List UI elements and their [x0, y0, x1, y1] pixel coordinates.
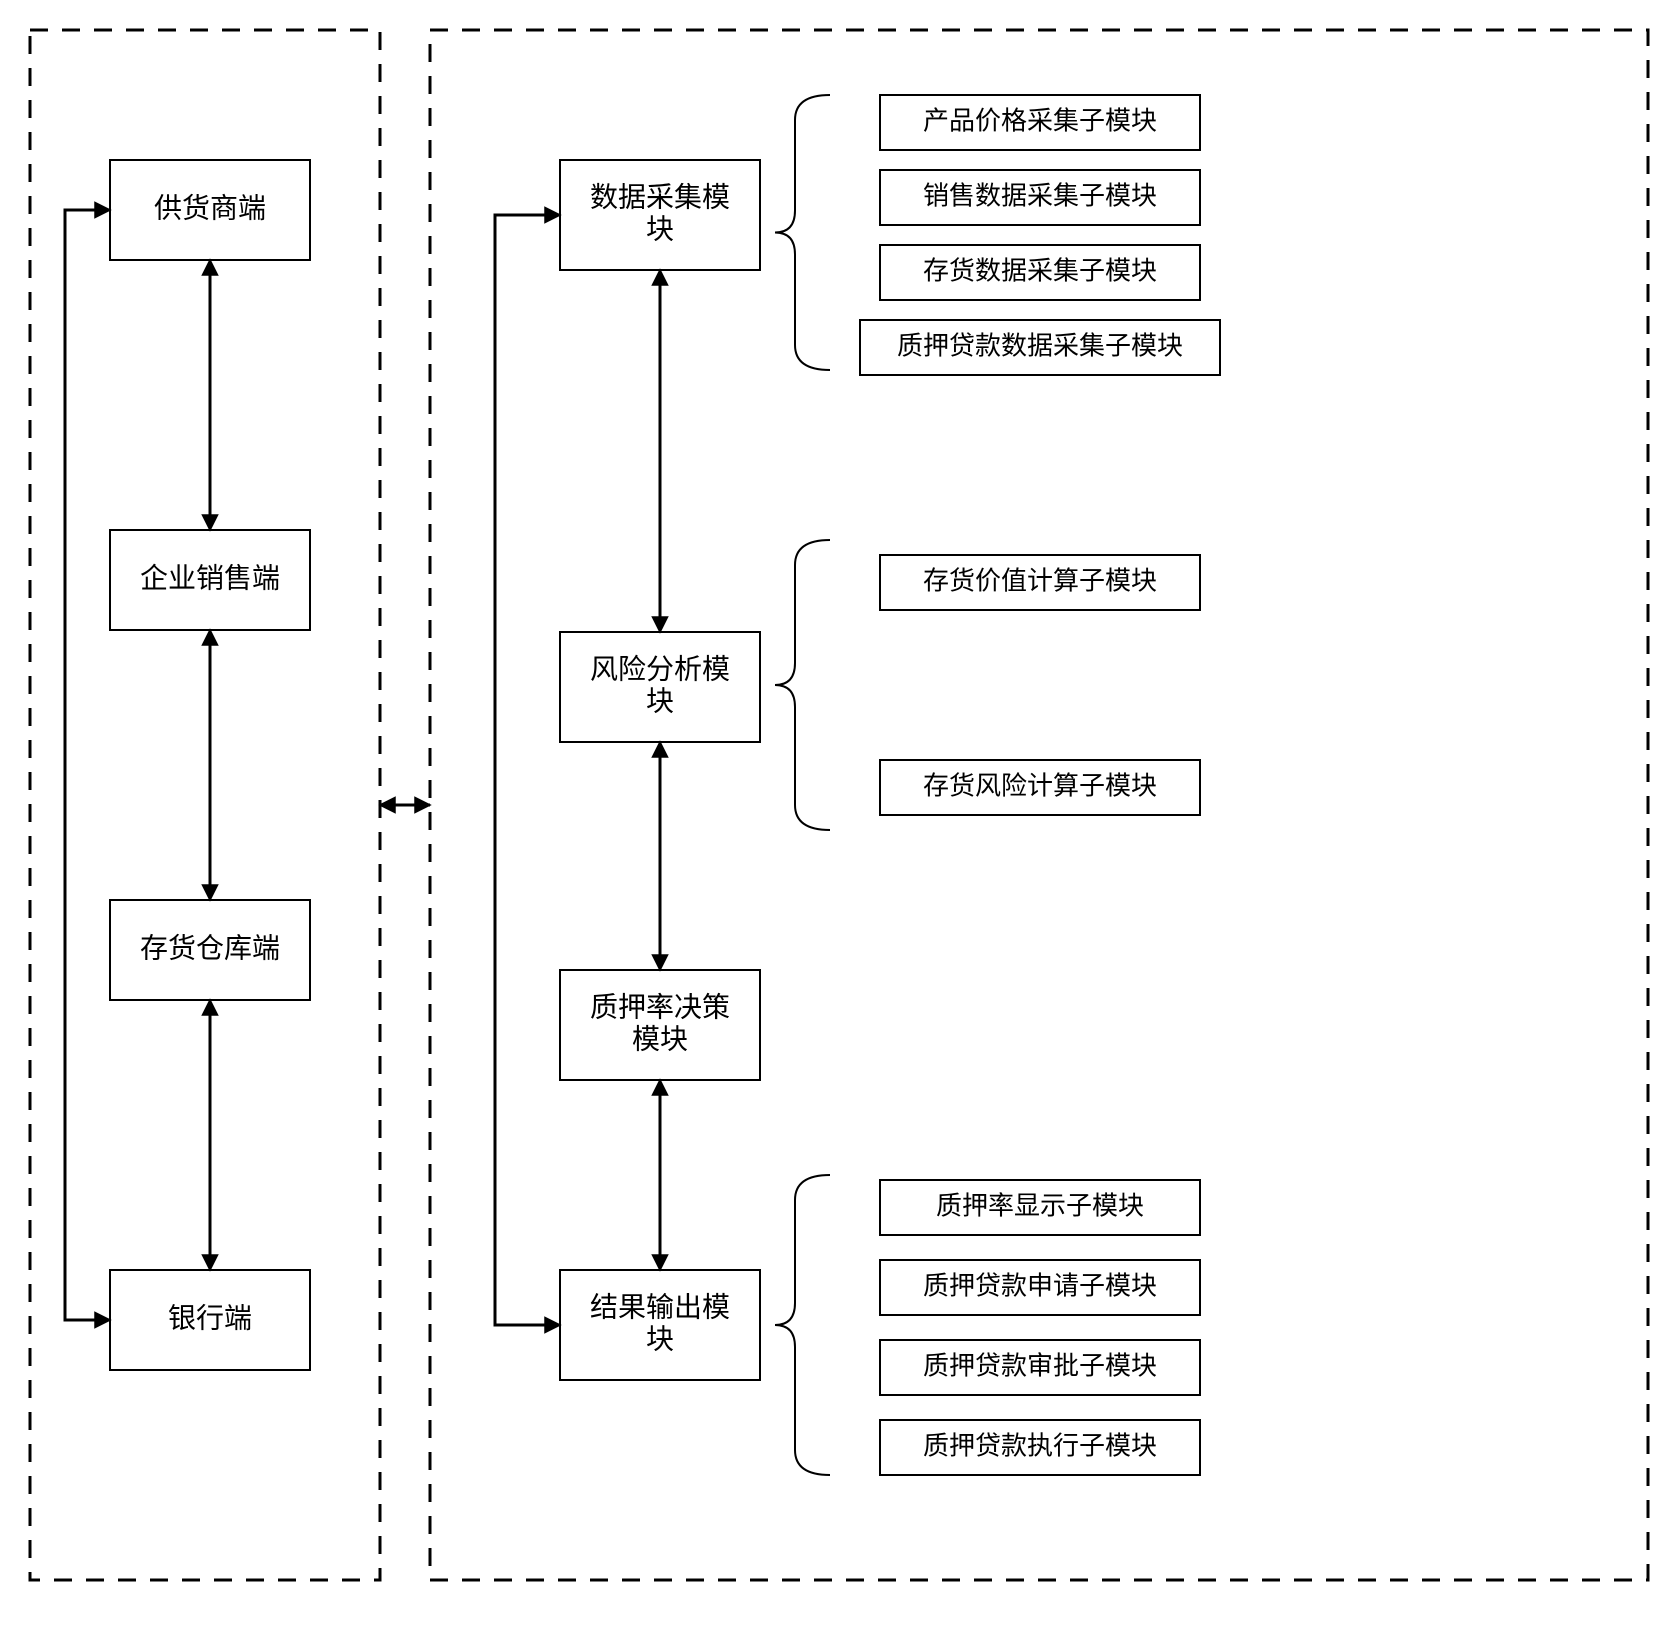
pledge-decision-label-0: 质押率决策 — [590, 991, 730, 1022]
brace-data-collect — [775, 95, 830, 370]
data-collect-label-0: 数据采集模 — [590, 181, 730, 212]
left-loop-arrow — [65, 210, 110, 1320]
result-output-label-1: 块 — [646, 1323, 674, 1354]
node-label: 存货风险计算子模块 — [923, 770, 1157, 800]
risk-analysis-label-1: 块 — [646, 685, 674, 716]
node-label: 质押率显示子模块 — [936, 1190, 1144, 1220]
data-collect-label-1: 块 — [646, 213, 674, 244]
node-label: 质押贷款数据采集子模块 — [897, 330, 1183, 360]
node-label: 存货数据采集子模块 — [923, 255, 1157, 285]
node-label: 质押贷款执行子模块 — [923, 1430, 1157, 1460]
bank-label: 银行端 — [168, 1302, 252, 1333]
brace-risk-analysis — [775, 540, 830, 830]
right-loop-arrow — [495, 215, 560, 1325]
node-label: 销售数据采集子模块 — [923, 180, 1157, 210]
supplier-label: 供货商端 — [154, 192, 266, 223]
node-label: 质押贷款审批子模块 — [923, 1350, 1157, 1380]
brace-result-output — [775, 1175, 830, 1475]
enterprise-label: 企业销售端 — [140, 562, 280, 593]
node-label: 存货价值计算子模块 — [923, 565, 1157, 595]
pledge-decision-label-1: 模块 — [632, 1023, 688, 1054]
node-label: 产品价格采集子模块 — [923, 105, 1157, 135]
result-output-label-0: 结果输出模 — [590, 1291, 730, 1322]
warehouse-label: 存货仓库端 — [140, 932, 280, 963]
risk-analysis-label-0: 风险分析模 — [590, 653, 730, 684]
node-label: 质押贷款申请子模块 — [923, 1270, 1157, 1300]
